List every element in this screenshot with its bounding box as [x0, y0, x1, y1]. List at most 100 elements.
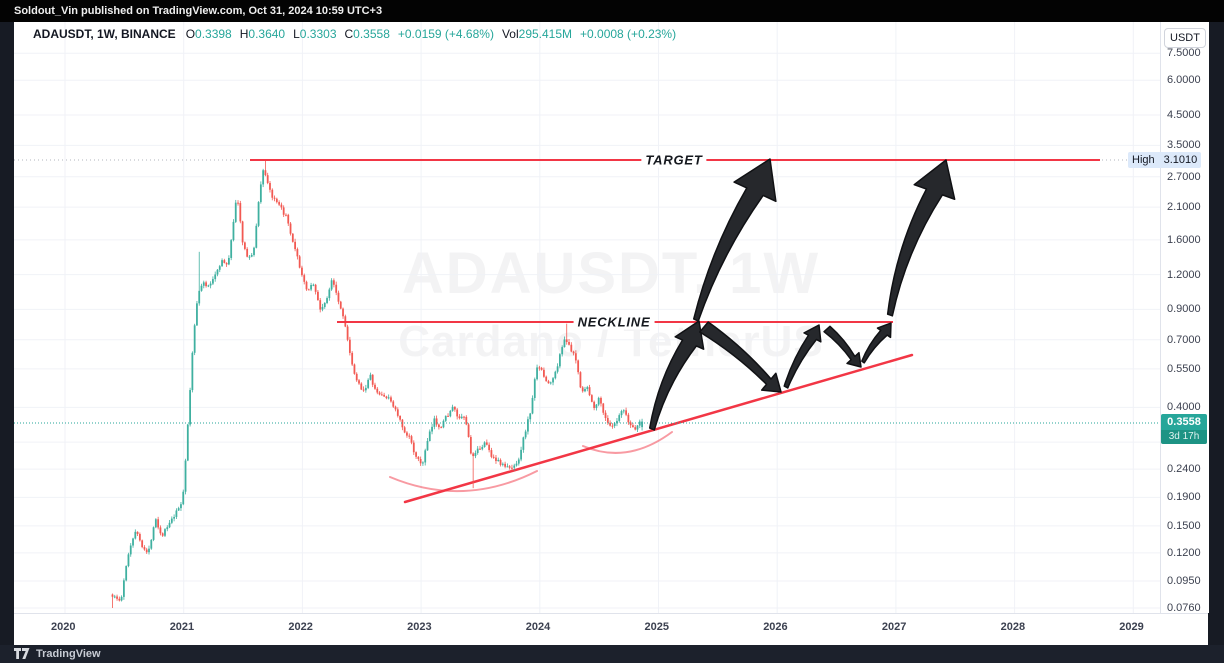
publish-bar: Soldout_Vin published on TradingView.com… [0, 0, 1224, 22]
candle-body [422, 462, 424, 464]
candle-body [351, 352, 354, 365]
candle-body [189, 390, 191, 425]
candle-body [611, 425, 614, 427]
candle-body [536, 367, 538, 380]
projection-arrow[interactable] [648, 320, 705, 431]
candle-body [202, 282, 205, 286]
time-tick-label: 2026 [763, 621, 788, 633]
candle-body [312, 284, 315, 286]
candle-body [196, 303, 198, 326]
currency-toggle-button[interactable]: USDT [1164, 28, 1206, 48]
candle-body [527, 419, 529, 432]
projection-arrow[interactable] [783, 324, 822, 389]
candle-body [378, 392, 381, 395]
candle-body [570, 344, 573, 352]
candle-body [412, 442, 415, 453]
rising-trendline[interactable] [403, 353, 914, 504]
candle-body [508, 466, 511, 468]
candle-body [369, 374, 372, 380]
candle-body [298, 256, 301, 268]
candle-body [333, 280, 335, 285]
candle-body [426, 440, 429, 451]
candle-body [460, 416, 463, 419]
candle-body [606, 418, 609, 423]
candle-body [499, 459, 502, 465]
candle-body [205, 282, 207, 287]
candle-body [291, 233, 294, 242]
candle-body [150, 539, 153, 549]
projection-arrow[interactable] [823, 325, 862, 368]
open-value: 0.3398 [195, 27, 232, 41]
candle-body [358, 380, 360, 384]
target-line-label[interactable]: TARGET [641, 152, 707, 168]
high-chip-value: 3.1010 [1163, 154, 1198, 166]
candle-body [625, 410, 627, 415]
time-scale[interactable]: 2020 2021 2022 2023 2024 2025 2026 2027 2028 2029 [14, 613, 1208, 646]
rounding-bottom-arc[interactable] [582, 431, 673, 454]
candle-body [216, 269, 219, 275]
candle-body [540, 367, 543, 370]
candle-body [113, 596, 116, 598]
candle-body [415, 452, 417, 457]
candle-body [476, 448, 479, 453]
tradingview-logo-icon[interactable] [14, 648, 30, 660]
candle-body [175, 510, 178, 517]
candle-body [444, 415, 447, 421]
candle-body [122, 580, 125, 597]
candle-body [335, 284, 338, 293]
candle-body [269, 182, 271, 190]
candle-body [280, 204, 283, 208]
candle-body [469, 437, 472, 454]
last-price-badge: 0.3558 3d 17h [1161, 414, 1207, 444]
price-tick-label: 0.1200 [1167, 546, 1201, 559]
projection-arrow[interactable] [886, 159, 956, 317]
candle-body [134, 531, 137, 539]
candle-body [588, 387, 591, 396]
projection-arrow[interactable] [692, 158, 777, 322]
price-tick-label: 0.2400 [1167, 463, 1201, 476]
candle-body [504, 463, 507, 467]
candle-body [547, 381, 550, 384]
candle-body [266, 175, 269, 183]
candle-body [323, 302, 326, 308]
candle-body [273, 197, 276, 199]
candle-body [424, 450, 427, 463]
candle-body [339, 301, 342, 309]
candle-body [590, 395, 593, 402]
candle-body [246, 248, 249, 257]
candle-body [166, 527, 169, 530]
time-tick-label: 2024 [525, 621, 551, 633]
high-price-chip: High 3.1010 [1128, 152, 1202, 168]
candle-body [467, 424, 470, 438]
candle-body [301, 267, 303, 276]
candle-body [173, 516, 176, 519]
candle-body [408, 435, 411, 437]
candle-body [157, 519, 160, 528]
rounding-bottom-arc[interactable] [389, 470, 538, 493]
price-scale[interactable]: 7.5000 6.0000 4.5000 3.5000 2.7000 2.1000 1.60… [1160, 22, 1209, 614]
candle-body [481, 446, 484, 450]
candle-body [177, 508, 180, 511]
projection-arrow[interactable] [861, 322, 892, 364]
price-tick-label: 6.0000 [1167, 74, 1201, 87]
candle-body [524, 431, 527, 438]
candle-body [634, 427, 637, 430]
price-tick-label: 2.7000 [1167, 170, 1201, 183]
price-tick-label: 0.1500 [1167, 519, 1201, 532]
candle-body [531, 397, 534, 414]
candle-body [138, 533, 141, 541]
projection-arrow[interactable] [699, 321, 782, 393]
candle-body [164, 529, 166, 536]
price-tick-label: 0.4000 [1167, 401, 1201, 414]
candle-body [549, 382, 552, 384]
neckline-label[interactable]: NECKLINE [573, 314, 655, 330]
candle-body [170, 518, 173, 523]
candle-body [522, 437, 525, 450]
symbol-title[interactable]: ADAUSDT, 1W, BINANCE [33, 27, 176, 41]
tradingview-brand-text[interactable]: TradingView [36, 648, 101, 660]
high-value: 0.3640 [248, 27, 286, 41]
high-chip-label: High [1132, 154, 1155, 166]
candle-body [186, 424, 189, 461]
candle-body [449, 410, 452, 417]
